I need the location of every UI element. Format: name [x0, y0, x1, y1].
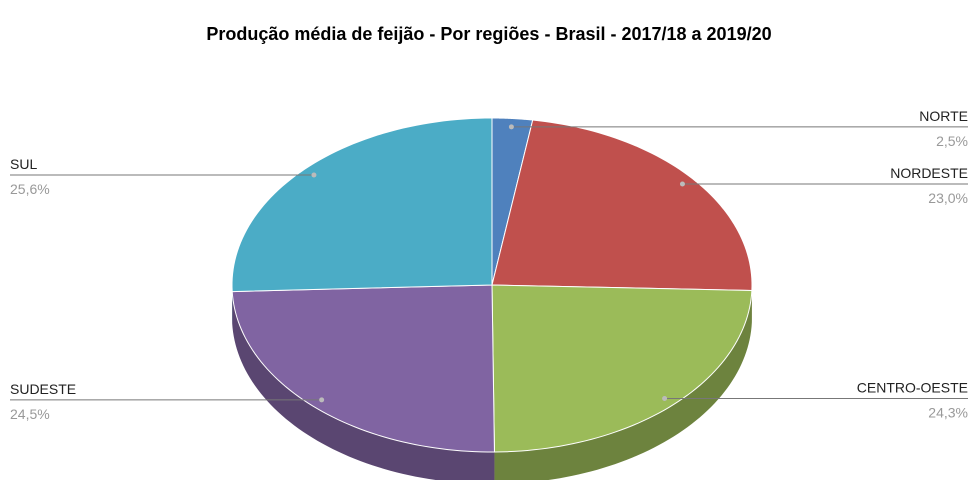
leader-dot	[662, 395, 668, 401]
data-label: 25,6%	[10, 181, 50, 197]
leader-dot	[319, 397, 325, 403]
legend-label: SUL	[10, 156, 37, 172]
leader-dot	[508, 124, 514, 130]
legend-label: CENTRO-OESTE	[857, 379, 968, 395]
pie-slice	[231, 284, 495, 453]
data-label: 24,3%	[928, 404, 968, 420]
legend-label: NORDESTE	[890, 165, 968, 181]
pie-slice	[491, 119, 753, 292]
data-label: 24,5%	[10, 406, 50, 422]
pie-slice	[491, 284, 753, 453]
legend-label: NORTE	[919, 108, 968, 124]
legend-label: SUDESTE	[10, 381, 76, 397]
leader-dot	[311, 172, 317, 178]
pie-slice	[231, 117, 493, 293]
leader-dot	[679, 181, 685, 187]
data-label: 23,0%	[928, 190, 968, 206]
data-label: 2,5%	[936, 133, 968, 149]
chart-title: Produção média de feijão - Por regiões -…	[206, 24, 771, 44]
